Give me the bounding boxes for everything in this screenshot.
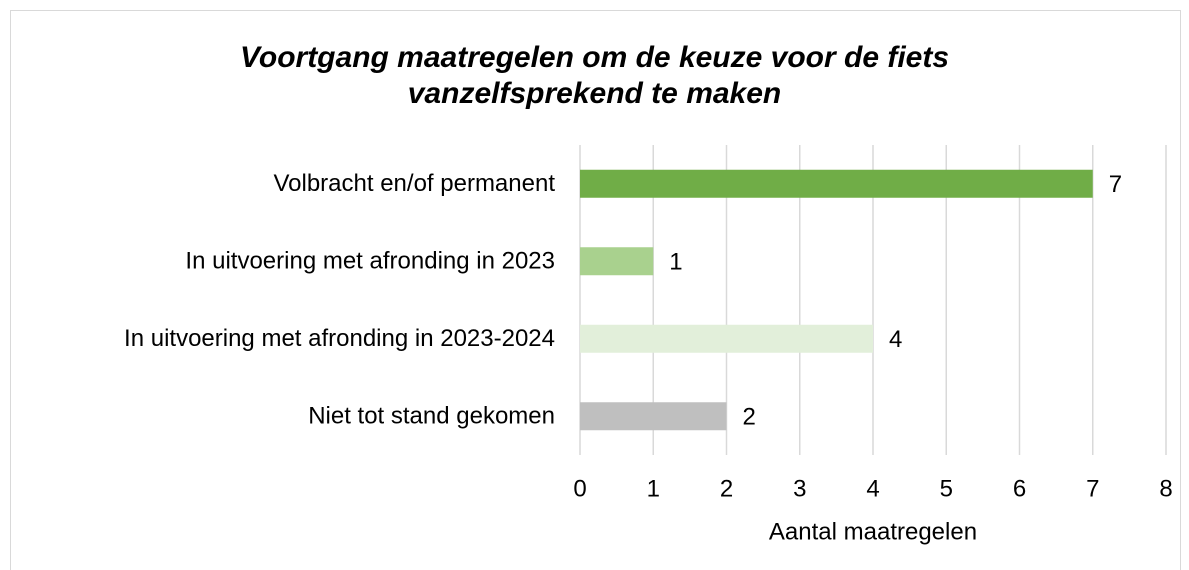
x-tick-label: 5 <box>940 475 953 502</box>
bar <box>580 169 1093 198</box>
x-tick-label: 8 <box>1159 475 1172 502</box>
y-tick-label: In uitvoering met afronding in 2023 <box>185 248 555 275</box>
x-tick-label: 2 <box>720 475 733 502</box>
chart-title: Voortgang maatregelen om de keuze voor d… <box>239 41 950 110</box>
y-tick-label: Volbracht en/of permanent <box>273 170 555 197</box>
y-tick-label: In uitvoering met afronding in 2023-2024 <box>124 325 555 352</box>
x-tick-label: 0 <box>573 475 586 502</box>
x-tick-label: 1 <box>647 475 660 502</box>
data-label: 4 <box>889 326 902 353</box>
bar <box>580 247 654 276</box>
data-label: 1 <box>669 249 682 276</box>
x-tick-label: 3 <box>793 475 806 502</box>
chart-border <box>10 10 1181 570</box>
x-tick-label: 7 <box>1086 475 1099 502</box>
title-box: Voortgang maatregelen om de keuze voor d… <box>0 40 1189 112</box>
x-tick-label: 4 <box>866 475 879 502</box>
y-tick-label: Niet tot stand gekomen <box>308 403 555 430</box>
x-tick-label: 6 <box>1013 475 1026 502</box>
data-label: 2 <box>743 404 756 431</box>
bar <box>580 324 873 353</box>
data-label: 7 <box>1109 171 1122 198</box>
bar <box>580 402 727 431</box>
x-axis-title: Aantal maatregelen <box>769 518 977 545</box>
